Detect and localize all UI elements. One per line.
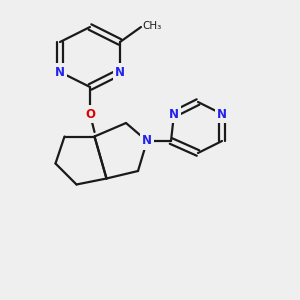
- Text: N: N: [142, 134, 152, 148]
- Text: CH₃: CH₃: [142, 21, 162, 31]
- Text: O: O: [85, 107, 95, 121]
- Text: N: N: [169, 107, 179, 121]
- Text: N: N: [55, 65, 65, 79]
- Text: N: N: [115, 65, 125, 79]
- Text: N: N: [217, 107, 227, 121]
